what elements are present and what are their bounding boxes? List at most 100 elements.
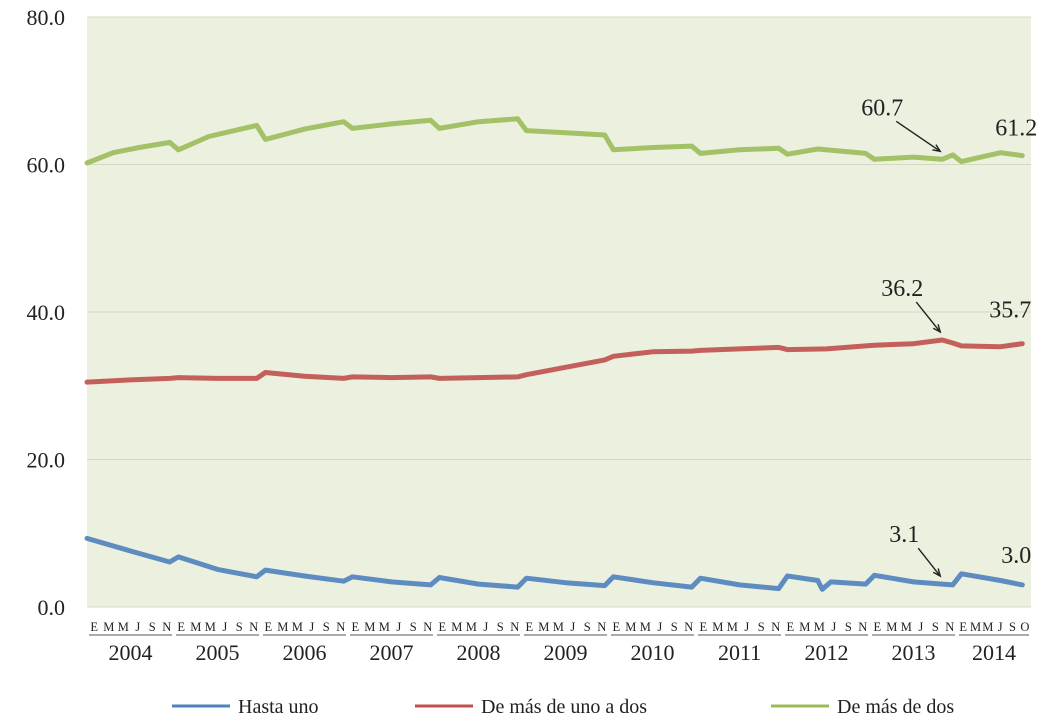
month-tick-label: N xyxy=(858,620,867,634)
data-annotation: 36.2 xyxy=(881,276,923,302)
month-tick-label: E xyxy=(264,620,272,634)
month-tick-label: N xyxy=(684,620,693,634)
month-tick-label: E xyxy=(525,620,533,634)
series-lines xyxy=(84,116,1025,592)
month-tick-label: M xyxy=(538,620,549,634)
month-tick-label: M xyxy=(466,620,477,634)
year-label: 2012 xyxy=(805,640,849,665)
legend-label: De más de dos xyxy=(837,696,954,718)
month-tick-label: S xyxy=(149,620,156,634)
annotation-arrowhead xyxy=(932,568,942,578)
month-tick-label: S xyxy=(932,620,939,634)
year-label: 2004 xyxy=(109,640,153,665)
month-tick-label: S xyxy=(845,620,852,634)
month-tick-label: M xyxy=(625,620,636,634)
year-label: 2014 xyxy=(972,640,1016,665)
month-tick-label: J xyxy=(657,620,662,634)
month-tick-label: O xyxy=(1020,620,1029,634)
month-tick-label: N xyxy=(510,620,519,634)
month-tick-label: N xyxy=(771,620,780,634)
month-tick-label: S xyxy=(1009,620,1016,634)
month-tick-label: M xyxy=(451,620,462,634)
month-tick-label: N xyxy=(162,620,171,634)
month-tick-label: E xyxy=(351,620,359,634)
year-label: 2013 xyxy=(892,640,936,665)
month-tick-label: M xyxy=(799,620,810,634)
month-tick-label: N xyxy=(423,620,432,634)
month-tick-label: J xyxy=(309,620,314,634)
year-label: 2008 xyxy=(457,640,501,665)
month-tick-label: M xyxy=(205,620,216,634)
legend: Hasta uno De más de uno a dos De más de do… xyxy=(172,696,954,718)
month-tick-label: N xyxy=(336,620,345,634)
year-label: 2010 xyxy=(631,640,675,665)
month-tick-label: J xyxy=(918,620,923,634)
month-tick-label: M xyxy=(982,620,993,634)
month-tick-label: M xyxy=(118,620,129,634)
month-tick-label: M xyxy=(379,620,390,634)
annotation-arrow xyxy=(895,120,941,152)
year-label: 2007 xyxy=(370,640,414,665)
month-tick-label: M xyxy=(814,620,825,634)
month-tick-label: E xyxy=(177,620,185,634)
month-tick-label: E xyxy=(873,620,881,634)
month-tick-label: E xyxy=(959,620,967,634)
month-tick-label: M xyxy=(901,620,912,634)
month-tick-label: J xyxy=(135,620,140,634)
month-tick-label: N xyxy=(945,620,954,634)
month-tick-label: J xyxy=(570,620,575,634)
month-tick-label: E xyxy=(786,620,794,634)
month-tick-label: S xyxy=(671,620,678,634)
month-tick-label: M xyxy=(103,620,114,634)
month-tick-label: J xyxy=(396,620,401,634)
month-tick-label: N xyxy=(249,620,258,634)
month-tick-label: J xyxy=(831,620,836,634)
month-tick-label: M xyxy=(886,620,897,634)
data-annotation: 3.0 xyxy=(1001,543,1031,569)
legend-label: Hasta uno xyxy=(238,696,319,718)
month-tick-label: J xyxy=(222,620,227,634)
month-tick-label: S xyxy=(410,620,417,634)
month-tick-label: J xyxy=(483,620,488,634)
data-annotation: 35.7 xyxy=(989,298,1031,324)
month-tick-label: M xyxy=(712,620,723,634)
legend-label: De más de uno a dos xyxy=(481,696,647,718)
data-annotation: 61.2 xyxy=(995,116,1037,142)
annotations: 60.7 61.2 36.2 35.7 3.1 3.0 xyxy=(861,95,1037,578)
year-label: 2011 xyxy=(718,640,761,665)
month-tick-label: E xyxy=(612,620,620,634)
month-tick-label: J xyxy=(744,620,749,634)
month-tick-label: J xyxy=(998,620,1003,634)
y-tick-label: 60.0 xyxy=(27,153,66,178)
month-tick-label: E xyxy=(90,620,98,634)
series-line xyxy=(84,535,1025,592)
month-tick-label: M xyxy=(640,620,651,634)
month-tick-label: E xyxy=(438,620,446,634)
gridlines xyxy=(87,16,1031,608)
month-tick-label: M xyxy=(364,620,375,634)
month-tick-label: S xyxy=(323,620,330,634)
y-axis-ticks: 0.0 20.0 40.0 60.0 80.0 xyxy=(27,5,66,620)
year-label: 2006 xyxy=(283,640,327,665)
data-annotation: 60.7 xyxy=(861,95,903,121)
month-tick-label: N xyxy=(597,620,606,634)
series-line xyxy=(84,116,1025,166)
month-tick-label: M xyxy=(727,620,738,634)
annotation-arrow xyxy=(915,301,941,333)
month-tick-label: M xyxy=(277,620,288,634)
annotation-arrow xyxy=(917,547,941,577)
y-tick-label: 80.0 xyxy=(27,5,66,30)
month-tick-label: S xyxy=(584,620,591,634)
annotation-arrowhead xyxy=(932,324,942,334)
month-tick-label: M xyxy=(190,620,201,634)
annotation-arrowhead xyxy=(932,144,942,153)
month-tick-label: S xyxy=(497,620,504,634)
month-tick-label: S xyxy=(758,620,765,634)
month-tick-label: M xyxy=(292,620,303,634)
month-tick-label: M xyxy=(970,620,981,634)
data-annotation: 3.1 xyxy=(889,522,919,548)
month-tick-label: M xyxy=(553,620,564,634)
month-tick-label: E xyxy=(699,620,707,634)
